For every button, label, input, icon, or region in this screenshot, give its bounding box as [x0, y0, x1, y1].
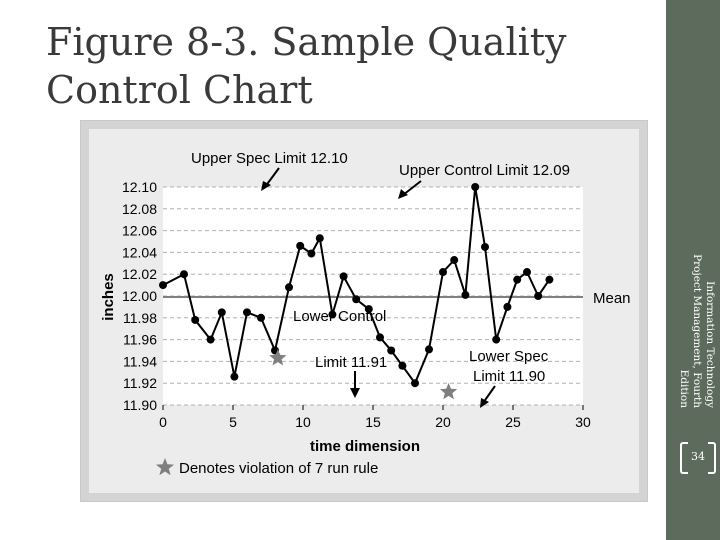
y-tick-label-10: 11.90	[123, 397, 157, 413]
x-tick-label-1: 5	[229, 414, 237, 430]
run-rule-star-0	[269, 349, 287, 366]
y-tick-label-0: 12.10	[122, 179, 157, 195]
y-tick-label-3: 12.04	[122, 244, 157, 260]
x-axis-label: time dimension	[310, 438, 420, 455]
mean-label: Mean	[593, 290, 631, 307]
data-point-20	[411, 379, 419, 388]
data-point-3	[206, 335, 215, 344]
data-point-23	[450, 256, 459, 265]
data-point-12	[315, 234, 324, 243]
x-tick-label-3: 15	[365, 414, 381, 430]
x-tick-label-0: 0	[159, 414, 167, 430]
data-point-31	[534, 292, 543, 300]
y-tick-label-4: 12.02	[122, 266, 157, 282]
data-point-6	[243, 308, 251, 317]
quality-control-chart: 12.10 12.08 12.06 12.04 12.02 12.00 11.98 11.96…	[80, 120, 648, 502]
upper-spec-arrowhead	[261, 181, 271, 191]
y-tick-label-9: 11.92	[123, 375, 157, 391]
data-point-25	[471, 183, 480, 191]
sidebar-title-line1: Information Technology	[704, 281, 716, 408]
sidebar-title-line2: Project Management, Fourth	[691, 254, 703, 408]
x-tick-label-4: 20	[435, 414, 451, 430]
y-tick-labels: 12.10 12.08 12.06 12.04 12.02 12.00 11.98 11.96…	[122, 179, 157, 413]
upper-control-arrow	[402, 180, 422, 196]
run-rule-star-1	[440, 382, 458, 400]
data-point-29	[513, 275, 522, 284]
data-points	[159, 183, 554, 388]
data-point-1	[180, 270, 188, 279]
data-point-17	[376, 333, 384, 342]
data-point-13	[328, 310, 337, 319]
x-tick-label-5: 25	[505, 414, 521, 430]
data-point-28	[503, 302, 512, 311]
data-point-19	[398, 361, 407, 370]
upper-control-arrowhead	[398, 189, 408, 199]
legend-star-icon	[155, 458, 175, 476]
data-point-26	[481, 242, 489, 251]
slide-title: Figure 8-3. Sample Quality Control Chart	[46, 20, 567, 112]
lower-control-arrowhead	[350, 388, 360, 398]
x-tick-label-6: 30	[575, 414, 591, 430]
data-point-4	[217, 308, 226, 317]
y-tick-label-6: 11.98	[123, 310, 157, 326]
data-point-22	[439, 268, 447, 277]
upper-spec-label: Upper Spec Limit 12.10	[191, 150, 348, 167]
chart-svg: 12.10 12.08 12.06 12.04 12.02 12.00 11.98 11.96…	[89, 129, 639, 493]
data-point-16	[364, 305, 373, 314]
data-point-11	[307, 249, 316, 258]
sidebar-title-line3: Edition	[678, 369, 690, 408]
y-tick-label-8: 11.94	[123, 353, 157, 369]
legend-star-text: Denotes violation of 7 run rule	[179, 460, 378, 477]
data-point-2	[191, 315, 200, 324]
data-point-14	[339, 272, 348, 281]
lower-control-label-line1: Lower Control	[293, 308, 386, 325]
data-point-0	[159, 281, 167, 290]
data-point-21	[425, 345, 433, 354]
lower-control-label-line2: Limit 11.91	[315, 354, 387, 371]
data-point-15	[352, 295, 361, 304]
run-rule-stars	[269, 349, 458, 400]
data-point-10	[296, 241, 305, 250]
upper-control-label: Upper Control Limit 12.09	[399, 162, 570, 179]
data-point-9	[285, 283, 293, 292]
y-tick-label-1: 12.08	[122, 201, 157, 217]
y-tick-label-5: 12.00	[122, 288, 157, 304]
data-point-7	[257, 313, 265, 322]
data-point-18	[387, 346, 396, 355]
lower-spec-arrowhead	[480, 398, 489, 408]
x-tick-label-2: 10	[295, 414, 311, 430]
lower-spec-label-line2: Limit 11.90	[473, 368, 545, 385]
lower-spec-label-line1: Lower Spec	[469, 348, 549, 365]
data-point-30	[523, 268, 531, 277]
page-number: 34	[680, 440, 716, 474]
y-tick-label-2: 12.06	[122, 223, 157, 239]
sidebar-book-title: Information Technology Project Managemen…	[670, 8, 716, 412]
data-point-5	[230, 372, 239, 381]
x-tick-labels: 0 5 10 15 20 25 30	[159, 405, 591, 430]
data-point-24	[461, 290, 470, 299]
data-point-27	[492, 335, 501, 344]
y-tick-label-7: 11.96	[123, 332, 157, 348]
y-axis-label: inches	[100, 273, 117, 321]
right-sidebar	[666, 0, 720, 540]
data-point-32	[545, 275, 554, 284]
